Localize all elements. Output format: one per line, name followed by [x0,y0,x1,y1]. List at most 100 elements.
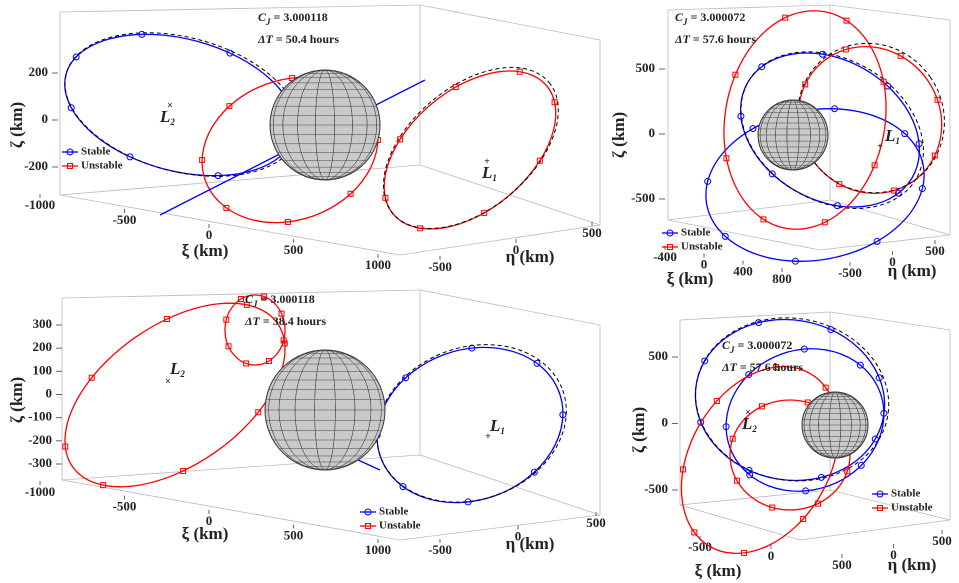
annotation-cj-part: C [675,10,684,24]
box-edge [667,4,831,11]
orbit-marker [831,105,839,113]
orbit-marker [88,374,95,381]
x-tick-label: 500 [284,527,304,542]
orbit-marker [877,505,883,511]
annotation-cj-part: J [252,299,258,309]
y-tick-label: 0 [513,242,520,257]
point-label-part: L [481,163,492,182]
z-tick-label: 0 [662,414,669,429]
y-axis-label: η (km) [506,534,555,553]
orbit-marker [214,172,222,180]
orbit-marker [800,345,808,353]
orbit [725,348,885,492]
x-tick-label: 1000 [365,257,391,272]
box-edge [667,199,831,221]
orbit-marker [260,293,267,300]
z-axis-label: ζ (km) [609,112,628,158]
orbit-marker [265,357,272,364]
orbit-marker [680,466,687,473]
x-tick-label: 0 [206,227,213,242]
orbit-marker [755,319,763,327]
orbit-marker [822,384,829,391]
annotation-cj-part: = 3.000118 [258,292,315,306]
box-edge [61,454,421,481]
annotation-dt-part: ΔT [674,32,691,46]
orbit-marker [713,397,720,404]
legend-label: Stable [891,488,920,500]
reference-orbit [376,344,567,503]
annotation-dt: ΔT = 57.6 hours [721,360,803,374]
orbit-marker [243,360,250,367]
y-tick-label: 500 [586,515,606,530]
annotation-dt-part: = 57.6 hours [737,360,804,374]
x-axis-label: ξ (km) [667,269,714,288]
orbit-marker [833,202,841,210]
orbit-marker [551,99,558,106]
x-tick-label: 0 [206,513,213,528]
orbit-marker [873,237,881,245]
box-edge [419,454,601,516]
point-marker: + [485,431,491,442]
orbit-marker [729,435,736,442]
point-label: L1 [481,163,497,183]
point-marker: × [167,100,173,111]
z-tick-label: 500 [636,60,656,75]
orbit-marker [814,500,821,507]
x-tick-label: 400 [733,264,753,279]
orbit-marker [559,411,567,419]
legend-label: Stable [81,146,110,158]
z-tick-label: -500 [644,481,668,496]
point-marker: × [745,407,751,418]
orbit-marker [67,163,73,169]
box-edge [59,194,401,256]
orbit-marker [223,316,230,323]
y-tick-label: 500 [925,243,945,258]
orbit-marker [880,78,887,85]
z-tick-label: -200 [28,432,52,447]
annotation-dt-part: ΔT [244,314,261,328]
point-label-part: L [489,416,500,435]
orbit-marker [759,403,766,410]
legend-label: Unstable [891,502,933,514]
box-edge [679,504,801,541]
point-marker: + [877,141,883,152]
orbit-marker [163,316,170,323]
annotation-cj-part: C [722,338,731,352]
orbit-marker [278,310,285,317]
point-label: L2 [169,359,185,379]
orbit-marker [66,148,74,156]
box-edge [819,234,951,251]
x-tick-label: -1000 [25,484,55,499]
orbit-marker [768,170,776,178]
z-tick-label: -200 [24,158,48,173]
annotation-cj-part: C [245,292,254,306]
box-edge [399,514,601,541]
y-tick-label: -500 [428,542,452,557]
x-tick-label: -1000 [25,197,55,212]
z-tick-label: 200 [29,64,49,79]
y-tick-label: 500 [932,533,952,548]
legend-label: Stable [681,227,710,239]
point-label-part: L [169,359,180,378]
y-tick-label: 500 [582,225,602,240]
orbit [680,365,840,555]
box-edge [419,289,601,326]
point-marker: + [484,156,490,167]
orbit [723,10,887,230]
box-edge [679,489,831,506]
orbit-marker [723,155,730,162]
orbit-marker [238,296,245,303]
orbit-marker [758,63,766,71]
orbit [64,302,286,488]
orbit-marker [666,229,674,237]
point-label-part: 2 [751,424,757,434]
orbit-marker [842,46,849,53]
reference-orbit [695,317,890,482]
orbit-marker [843,17,850,24]
orbit-marker [417,225,424,232]
orbit-marker [819,50,827,58]
y-tick-label: 0 [889,254,896,269]
orbit-marker [100,482,107,489]
reference-orbit [382,66,559,229]
